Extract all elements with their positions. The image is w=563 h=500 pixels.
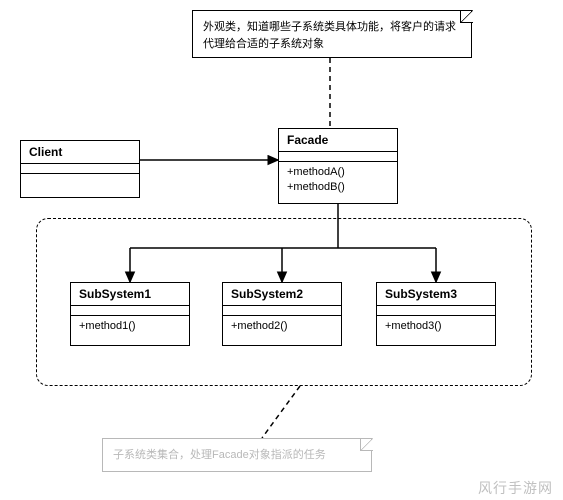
uml-class-subsystem2: SubSystem2 +method2() (222, 282, 342, 346)
class-methods: +method2() (223, 316, 341, 337)
uml-class-facade: Facade +methodA() +methodB() (278, 128, 398, 204)
watermark-text: 风行手游网 (478, 478, 553, 498)
class-attributes (223, 306, 341, 316)
class-attributes (21, 164, 139, 174)
note-subsystem-description: 子系统类集合，处理Facade对象指派的任务 (102, 438, 372, 472)
class-methods (21, 174, 139, 190)
class-attributes (279, 152, 397, 162)
watermark-label: 风行手游网 (478, 480, 553, 496)
class-title: SubSystem2 (223, 283, 341, 306)
class-attributes (71, 306, 189, 316)
class-methods: +method3() (377, 316, 495, 337)
note-text: 子系统类集合，处理Facade对象指派的任务 (113, 449, 326, 461)
class-attributes (377, 306, 495, 316)
note-facade-description: 外观类，知道哪些子系统类具体功能，将客户的请求代理给合适的子系统对象 (192, 10, 472, 58)
class-methods: +methodA() +methodB() (279, 162, 397, 198)
note-text: 外观类，知道哪些子系统类具体功能，将客户的请求代理给合适的子系统对象 (203, 21, 456, 50)
uml-class-client: Client (20, 140, 140, 198)
uml-class-subsystem1: SubSystem1 +method1() (70, 282, 190, 346)
class-title: SubSystem1 (71, 283, 189, 306)
class-title: SubSystem3 (377, 283, 495, 306)
class-methods: +method1() (71, 316, 189, 337)
uml-class-subsystem3: SubSystem3 +method3() (376, 282, 496, 346)
class-title: Client (21, 141, 139, 164)
class-title: Facade (279, 129, 397, 152)
